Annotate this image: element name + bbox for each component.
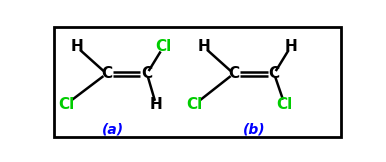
Text: C: C [228, 66, 239, 81]
Text: C: C [141, 66, 152, 81]
Text: H: H [70, 39, 83, 54]
Text: (a): (a) [102, 122, 124, 136]
Bar [54, 27, 342, 137]
Text: H: H [197, 39, 210, 54]
Text: Cl: Cl [155, 39, 171, 54]
Text: Cl: Cl [58, 97, 74, 112]
Text: C: C [101, 66, 112, 81]
Text: H: H [284, 39, 297, 54]
Text: (b): (b) [243, 122, 266, 136]
Text: H: H [149, 97, 163, 112]
Text: Cl: Cl [276, 97, 293, 112]
Text: C: C [269, 66, 280, 81]
Text: Cl: Cl [187, 97, 203, 112]
